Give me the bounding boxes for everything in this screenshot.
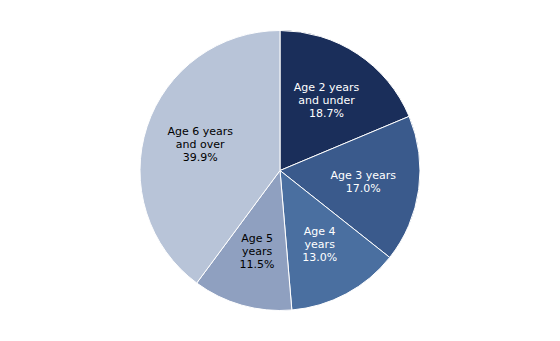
slice-category-label: Age 4years — [304, 225, 336, 251]
slice-value-label: 13.0% — [302, 251, 337, 264]
slice-category-label: Age 5years — [241, 232, 273, 258]
pie-slice — [280, 171, 390, 310]
slice-category-label: Age 3 years — [330, 169, 396, 182]
labels: Age 2 yearsand under18.7% Age 3 years17.0… — [167, 81, 396, 271]
slice-category-label: Age 6 yearsand over — [167, 125, 233, 151]
slice-value-label: 39.9% — [183, 151, 218, 164]
chart-container: Age 2 yearsand under18.7% Age 3 years17.0… — [0, 0, 560, 341]
slice-value-label: 18.7% — [309, 107, 344, 120]
slice-category-label: Age 2 yearsand under — [294, 81, 360, 107]
slices — [140, 31, 420, 311]
slice-value-label: 11.5% — [240, 258, 275, 271]
chart-svg: Age 2 yearsand under18.7% Age 3 years17.0… — [0, 0, 560, 341]
pie-slice — [140, 31, 280, 284]
slice-value-label: 17.0% — [346, 182, 381, 195]
